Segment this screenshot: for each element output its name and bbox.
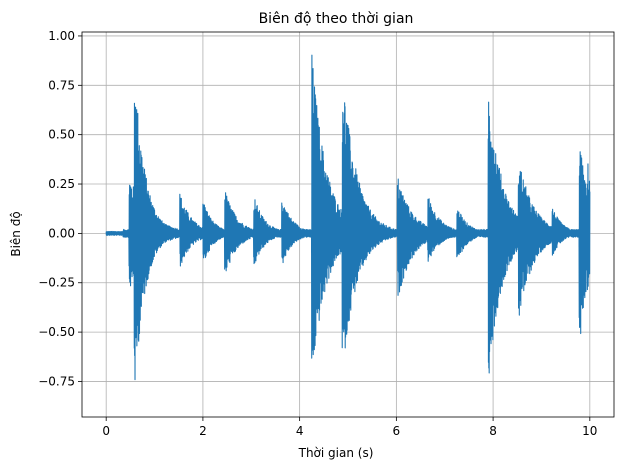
y-tick-label: −0.50 bbox=[38, 325, 75, 339]
waveform-line bbox=[105, 54, 591, 381]
x-tick-label: 8 bbox=[489, 424, 497, 438]
waveform-series bbox=[105, 54, 591, 381]
y-axis-ticks: −0.75 −0.50 −0.25 0.00 0.25 0.50 0.75 1.00 bbox=[38, 29, 82, 388]
plot-frame bbox=[81, 31, 615, 418]
x-tick-label: 0 bbox=[102, 424, 110, 438]
chart-title: Biên độ theo thời gian bbox=[259, 11, 414, 27]
y-tick-label: 0.00 bbox=[48, 226, 75, 240]
y-tick-label: 0.50 bbox=[48, 128, 75, 142]
y-axis-label: Biên độ bbox=[9, 211, 23, 256]
x-tick-label: 2 bbox=[199, 424, 207, 438]
x-axis-label: Thời gian (s) bbox=[298, 446, 374, 460]
x-axis-ticks: 0 2 4 6 8 10 bbox=[102, 417, 597, 438]
y-tick-label: 0.75 bbox=[48, 78, 75, 92]
x-tick-label: 6 bbox=[393, 424, 401, 438]
x-tick-label: 4 bbox=[296, 424, 304, 438]
y-tick-label: 1.00 bbox=[48, 29, 75, 43]
x-tick-label: 10 bbox=[582, 424, 597, 438]
y-tick-label: −0.25 bbox=[38, 276, 75, 290]
y-tick-label: 0.25 bbox=[48, 177, 75, 191]
y-tick-label: −0.75 bbox=[38, 374, 75, 388]
